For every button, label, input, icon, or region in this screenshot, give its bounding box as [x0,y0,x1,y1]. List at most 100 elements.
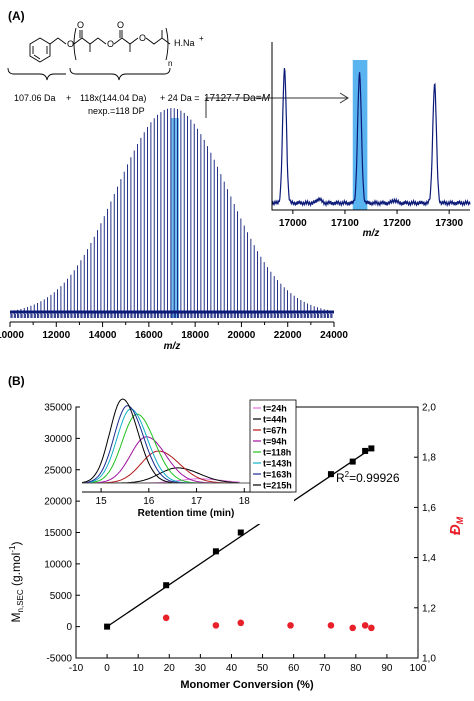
y-left-tick-label: 5000 [50,591,73,602]
x-tick-label: 20 [164,663,176,674]
y-right-tick-label: 1,0 [422,654,436,665]
highlight-band [170,118,179,318]
x-tick-label: 10 [133,663,145,674]
y-left-tick-label: -5000 [46,654,72,665]
sec-x-tick-label: 16 [143,496,155,507]
maldi-x-tick-label: 14000 [89,330,117,341]
x-tick-label: 90 [381,663,393,674]
maldi-x-label: m/z [164,341,181,352]
y-left-sub: n,SEC [16,589,25,612]
y-left-exp: -1 [8,545,17,553]
struct-counterion: H.Na [174,38,195,48]
y-right-tick-label: 1,8 [422,453,436,464]
x-tick-label: 60 [288,663,300,674]
x-tick-label: 40 [226,663,238,674]
y-right-tick-label: 2,0 [422,403,436,414]
maldi-x-tick-label: 24000 [320,330,348,341]
y-left-label: Mn,SEC (g.mol-1) [8,542,25,623]
y-right-label: ĐM [447,516,465,535]
sec-legend-label: t=163h [263,470,292,480]
formula-plus2: + 24 Da = [160,93,200,103]
struct-O4: O [117,20,124,30]
sec-legend-label: t=215h [263,481,292,491]
y-right-main: Đ [447,524,464,535]
maldi-x-tick-label: 22000 [274,330,302,341]
r2-sup: 2 [345,470,350,479]
struct-O3: O [107,39,114,49]
dispersity-point [368,624,375,632]
dispersity-point [327,622,335,629]
sec-legend-label: t=67h [263,426,287,436]
maldi-x-tick-label: 10000 [0,330,24,341]
mn-point [212,548,219,555]
y-left-tick-label: 15000 [44,528,72,539]
mn-point [163,582,170,589]
sec-x-tick-label: 15 [96,496,108,507]
y-left-tick-label: 25000 [44,465,72,476]
dispersity-point [162,614,170,622]
dispersity-point [349,624,357,632]
formula-plus1: + [66,93,71,103]
panel-a-label: (A) [8,9,25,23]
struct-O1: O [67,39,74,49]
maldi-full-spectrum [10,108,334,318]
x-tick-label: 0 [104,663,110,674]
y-right-tick-label: 1,6 [422,503,436,514]
sec-legend-label: t=44h [263,415,287,425]
r2-symbol: R [336,471,345,485]
sec-x-tick-label: 18 [239,496,251,507]
dispersity-point [237,619,245,627]
sec-x-label: Retention time (min) [138,508,235,519]
maldi-x-tick-label: 18000 [181,330,209,341]
y-left-tick-label: 30000 [44,434,72,445]
sec-legend-label: t=143h [263,459,292,469]
maldi-inset-spectrum: 17000 17100 17200 17300 m/z [271,42,471,239]
fit-line [106,447,372,628]
y-left-units: (g.mol [9,553,23,590]
mn-point [104,623,111,630]
y-right-sub: M [455,516,465,524]
dispersity-point [361,622,369,629]
maldi-x-tick-label: 20000 [228,330,256,341]
zoom-arrow [205,92,349,118]
mn-point [362,447,369,454]
mn-point [349,458,356,465]
r2-value: =0.99926 [349,471,400,485]
inset-x-label: m/z [363,228,380,239]
x-tick-label: 30 [195,663,207,674]
chemical-structure [7,27,171,81]
x-tick-label: 50 [257,663,269,674]
y-right-tick-label: 1,2 [422,603,436,614]
y-left-tick-label: 20000 [44,497,72,508]
sec-legend-label: t=118h [263,448,291,458]
maldi-x-tick-label: 12000 [42,330,70,341]
x-tick-label: 100 [410,663,427,674]
x-tick-label: 80 [350,663,362,674]
x-axis-label: Monomer Conversion (%) [180,679,314,691]
sec-legend-label: t=94h [263,437,287,447]
sec-legend-label: t=24h [263,404,287,414]
formula-mass2: 118x(144.04 Da) [80,93,146,103]
struct-O2: O [77,20,84,30]
panel-b-label: (B) [8,374,25,388]
y-left-main: M [9,612,23,622]
inset-x-tick-label: 17300 [435,218,463,229]
sec-x-tick-label: 17 [191,496,203,507]
mn-point [368,445,375,452]
inset-x-tick-label: 17000 [279,218,307,229]
struct-repeat-n: n [168,59,172,68]
maldi-full-x-axis: 10000 12000 14000 16000 18000 20000 22000 24000… [0,321,348,352]
y-left-close: ) [9,542,23,546]
struct-O5: O [139,33,146,43]
maldi-peaks [10,108,333,318]
inset-trace [271,68,471,208]
x-tick-label: -10 [69,663,84,674]
r2-annotation: R2=0.99926 [336,470,400,485]
y-left-tick-label: 35000 [44,403,72,414]
dispersity-point [212,622,220,629]
y-left-tick-label: 10000 [44,559,72,570]
inset-axes [271,42,470,211]
